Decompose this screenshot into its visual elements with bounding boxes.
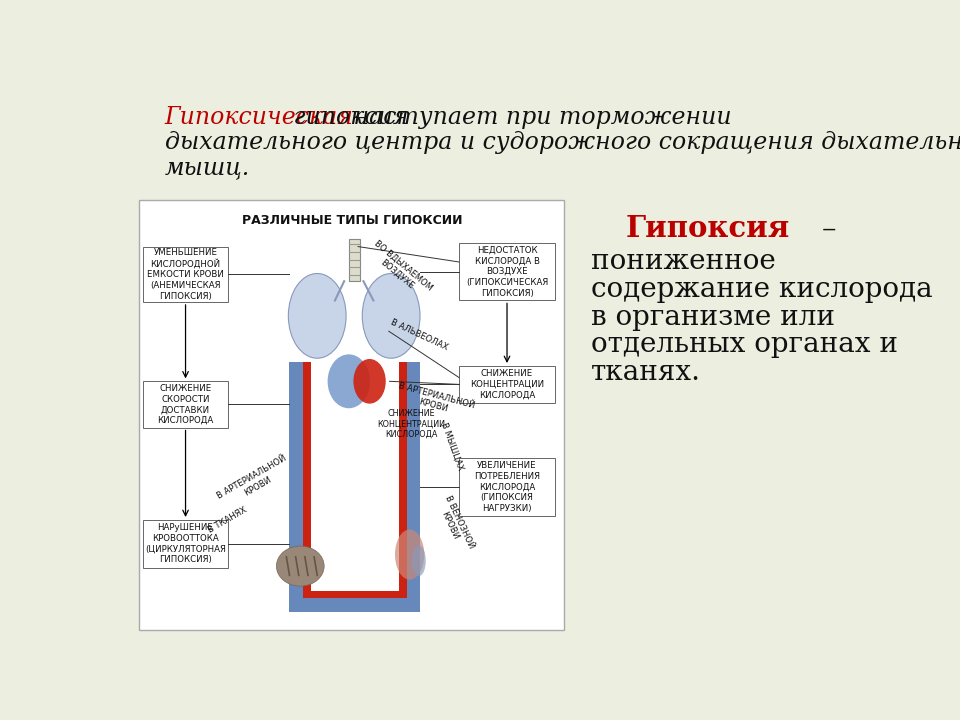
Bar [290, 598, 420, 612]
Text: СНИЖЕНИЕ
КОНЦЕНТРАЦИИ
КИСЛОРОДА: СНИЖЕНИЕ КОНЦЕНТРАЦИИ КИСЛОРОДА [470, 369, 544, 400]
Text: РАЗЛИЧНЫЕ ТИПЫ ГИПОКСИИ: РАЗЛИЧНЫЕ ТИПЫ ГИПОКСИИ [242, 215, 462, 228]
Text: НАРуШЕНИЕ
КРОВООТТОКА
(ЦИРКУЛЯТОРНАЯ
ГИПОКСИЯ): НАРуШЕНИЕ КРОВООТТОКА (ЦИРКУЛЯТОРНАЯ ГИП… [145, 523, 226, 564]
Text: дыхательного центра и судорожного сокращения дыхательных: дыхательного центра и судорожного сокращ… [165, 131, 960, 154]
Bar [311, 362, 398, 590]
Bar [139, 200, 564, 630]
Text: В ТКАНЯХ: В ТКАНЯХ [207, 505, 249, 535]
Text: ВО ВДЫХАЕМОМ
ВОЗДУХЕ: ВО ВДЫХАЕМОМ ВОЗДУХЕ [366, 239, 435, 300]
Bar [348, 239, 360, 282]
Bar [290, 362, 303, 612]
Text: мышц.: мышц. [165, 156, 250, 179]
Ellipse shape [327, 354, 370, 408]
Text: содержание кислорода: содержание кислорода [590, 276, 932, 303]
Text: отдельных органах и: отдельных органах и [590, 331, 898, 359]
Text: тканях.: тканях. [590, 359, 701, 386]
Text: гипоксия: гипоксия [286, 106, 409, 129]
Bar [143, 520, 228, 567]
Text: В АРТЕРИАЛЬНОЙ
КРОВИ: В АРТЕРИАЛЬНОЙ КРОВИ [216, 454, 294, 510]
Ellipse shape [353, 359, 386, 404]
Bar [143, 382, 228, 428]
Bar [459, 459, 555, 516]
Bar [459, 366, 555, 403]
Bar [406, 362, 420, 612]
Text: НЕДОСТАТОК
КИСЛОРОДА В
ВОЗДУХЕ
(ГИПОКСИЧЕСКАЯ
ГИПОКСИЯ): НЕДОСТАТОК КИСЛОРОДА В ВОЗДУХЕ (ГИПОКСИЧ… [466, 246, 548, 297]
Bar [143, 246, 228, 302]
Text: –: – [822, 216, 836, 244]
Ellipse shape [395, 529, 424, 580]
Text: УМЕНЬШЕНИЕ
КИСЛОРОДНОЙ
ЕМКОСТИ КРОВИ
(АНЕМИЧЕСКАЯ
ГИПОКСИЯ): УМЕНЬШЕНИЕ КИСЛОРОДНОЙ ЕМКОСТИ КРОВИ (АН… [147, 248, 224, 301]
Text: В АЛЬВЕОЛАХ: В АЛЬВЕОЛАХ [390, 318, 449, 352]
Text: СНИЖЕНИЕ
КОНЦЕНТРАЦИИ
КИСЛОРОДА: СНИЖЕНИЕ КОНЦЕНТРАЦИИ КИСЛОРОДА [377, 409, 445, 438]
Ellipse shape [276, 546, 324, 586]
Text: пониженное: пониженное [590, 248, 776, 275]
Text: СНИЖЕНИЕ
СКОРОСТИ
ДОСТАВКИ
КИСЛОРОДА: СНИЖЕНИЕ СКОРОСТИ ДОСТАВКИ КИСЛОРОДА [157, 384, 214, 425]
Text: Гипоксия: Гипоксия [625, 215, 789, 243]
Text: В АРТЕРИАЛЬНОЙ
КРОВИ: В АРТЕРИАЛЬНОЙ КРОВИ [395, 381, 475, 420]
Text: в организме или: в организме или [590, 304, 834, 330]
Ellipse shape [362, 274, 420, 359]
Bar [303, 362, 311, 598]
Text: Гипоксическая: Гипоксическая [165, 106, 353, 129]
Text: В МЫШЦАХ: В МЫШЦАХ [440, 421, 466, 472]
Text: наступает при торможении: наступает при торможении [347, 106, 732, 129]
Text: УВЕЛИЧЕНИЕ
ПОТРЕБЛЕНИЯ
КИСЛОРОДА
(ГИПОКСИЯ
НАГРУЗКИ): УВЕЛИЧЕНИЕ ПОТРЕБЛЕНИЯ КИСЛОРОДА (ГИПОКС… [474, 462, 540, 513]
Bar [459, 243, 555, 300]
Ellipse shape [412, 545, 426, 576]
Text: В ВЕНОЗНОЙ
КРОВИ: В ВЕНОЗНОЙ КРОВИ [433, 494, 475, 554]
Bar [303, 590, 406, 598]
Bar [398, 362, 406, 598]
Ellipse shape [288, 274, 347, 359]
